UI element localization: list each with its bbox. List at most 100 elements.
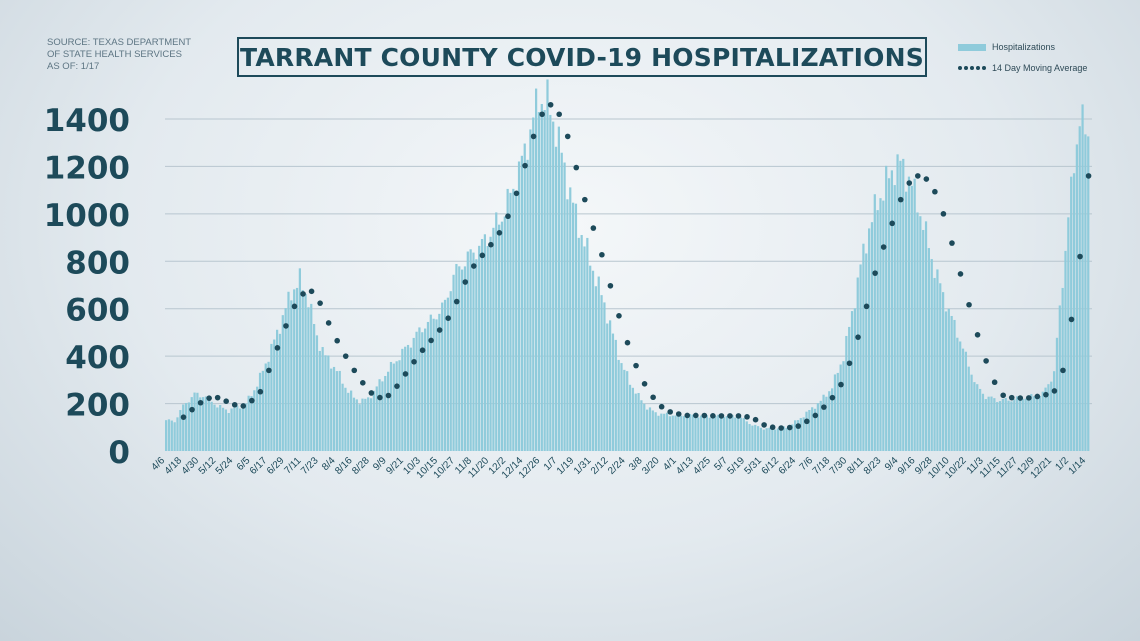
hospitalizations-bars (165, 79, 1090, 452)
bar (628, 384, 632, 451)
bar (452, 274, 455, 451)
bar (239, 408, 242, 451)
x-tick-label: 6/29 (265, 455, 287, 477)
moving-average-point (1034, 393, 1041, 400)
moving-average-point (786, 424, 793, 431)
bar (495, 212, 498, 451)
x-tick-label: 5/24 (214, 455, 236, 477)
moving-average-point (897, 196, 904, 203)
y-tick-label: 800 (65, 245, 130, 281)
bar (614, 339, 617, 451)
bar (765, 428, 768, 451)
bar (933, 277, 936, 451)
bar (720, 416, 723, 451)
moving-average-point (394, 383, 400, 389)
bar (461, 269, 464, 451)
bar (332, 366, 336, 451)
moving-average-point (334, 337, 340, 344)
bar (352, 397, 356, 451)
bar (364, 398, 367, 451)
moving-average-point (513, 190, 520, 197)
x-tick-label: 7/11 (282, 455, 303, 476)
moving-average-point (624, 339, 631, 346)
source-note: SOURCE: TEXAS DEPARTMENT OF STATE HEALTH… (47, 37, 227, 73)
bar (1050, 381, 1053, 451)
bar (1053, 371, 1056, 451)
bar (731, 415, 734, 451)
bar (685, 416, 689, 451)
bar (779, 427, 782, 451)
bar (648, 407, 652, 451)
bar (517, 161, 521, 452)
bar (609, 320, 612, 451)
bar (577, 237, 580, 451)
x-tick-label: 4/25 (691, 455, 713, 477)
bar (859, 264, 862, 451)
bar (976, 384, 979, 451)
bar (802, 417, 805, 451)
bar (697, 417, 700, 451)
bar (757, 426, 760, 451)
moving-average-point (1060, 367, 1066, 374)
bar (532, 117, 535, 451)
bar (466, 251, 469, 451)
bar (654, 412, 657, 451)
moving-average-point (428, 337, 434, 344)
bar (327, 355, 330, 451)
bar (204, 396, 208, 451)
bar (748, 424, 751, 451)
bar (398, 360, 401, 451)
bar (771, 427, 774, 451)
x-tick-label: 9/16 (896, 455, 918, 477)
bar (438, 313, 441, 451)
moving-average-point (505, 213, 511, 220)
moving-average-point (804, 418, 810, 425)
bar (213, 404, 216, 451)
bar (256, 386, 259, 451)
bar (313, 324, 316, 451)
source-line: OF STATE HEALTH SERVICES (47, 49, 182, 60)
x-tick-label: 2/24 (606, 455, 628, 477)
bar (603, 302, 606, 451)
bar (304, 293, 307, 451)
bar (626, 371, 629, 451)
bar (799, 418, 802, 451)
bar (190, 397, 193, 451)
bar (961, 348, 965, 451)
bar (944, 311, 948, 451)
moving-average-point (582, 196, 588, 203)
bar (1038, 395, 1041, 451)
bar (392, 363, 395, 451)
bar (794, 420, 797, 451)
bar (167, 419, 171, 451)
moving-average-point (249, 397, 255, 404)
chart-title: TARRANT COUNTY COVID-19 HOSPITALIZATIONS (240, 42, 924, 72)
bar (902, 158, 905, 451)
bar (836, 372, 839, 451)
bar (574, 203, 578, 451)
moving-average-point (821, 404, 827, 410)
x-tick-label: 5/19 (725, 455, 747, 477)
x-tick-label: 8/28 (350, 455, 372, 477)
bar (879, 198, 882, 451)
bar (261, 370, 264, 451)
bar (295, 287, 299, 451)
moving-average-point (189, 406, 195, 413)
bar (404, 346, 407, 451)
bar (478, 245, 481, 451)
bar (782, 426, 785, 451)
moving-average-point (855, 334, 861, 340)
bar (170, 420, 173, 451)
moving-average-point (658, 403, 665, 410)
moving-average-point (1077, 253, 1083, 260)
moving-average-point (872, 270, 878, 276)
moving-average-point (641, 381, 648, 387)
bar (378, 379, 381, 451)
bar (998, 401, 1002, 451)
bar (236, 405, 239, 451)
bar (987, 396, 990, 451)
moving-average-point (436, 327, 443, 333)
bar (1070, 176, 1073, 451)
legend-item-hospitalizations: Hospitalizations (958, 41, 1087, 53)
bar (1067, 217, 1070, 451)
